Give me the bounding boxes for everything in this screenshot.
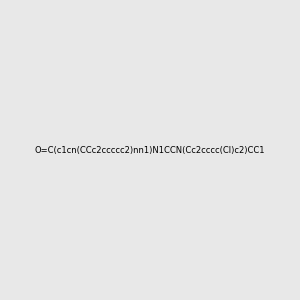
Text: O=C(c1cn(CCc2ccccc2)nn1)N1CCN(Cc2cccc(Cl)c2)CC1: O=C(c1cn(CCc2ccccc2)nn1)N1CCN(Cc2cccc(Cl… — [35, 146, 265, 154]
